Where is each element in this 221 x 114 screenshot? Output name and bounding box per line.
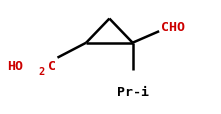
- Text: Pr-i: Pr-i: [117, 85, 149, 98]
- Text: CHO: CHO: [161, 21, 185, 34]
- Text: 2: 2: [39, 67, 45, 77]
- Text: C: C: [48, 60, 55, 73]
- Text: HO: HO: [7, 60, 23, 73]
